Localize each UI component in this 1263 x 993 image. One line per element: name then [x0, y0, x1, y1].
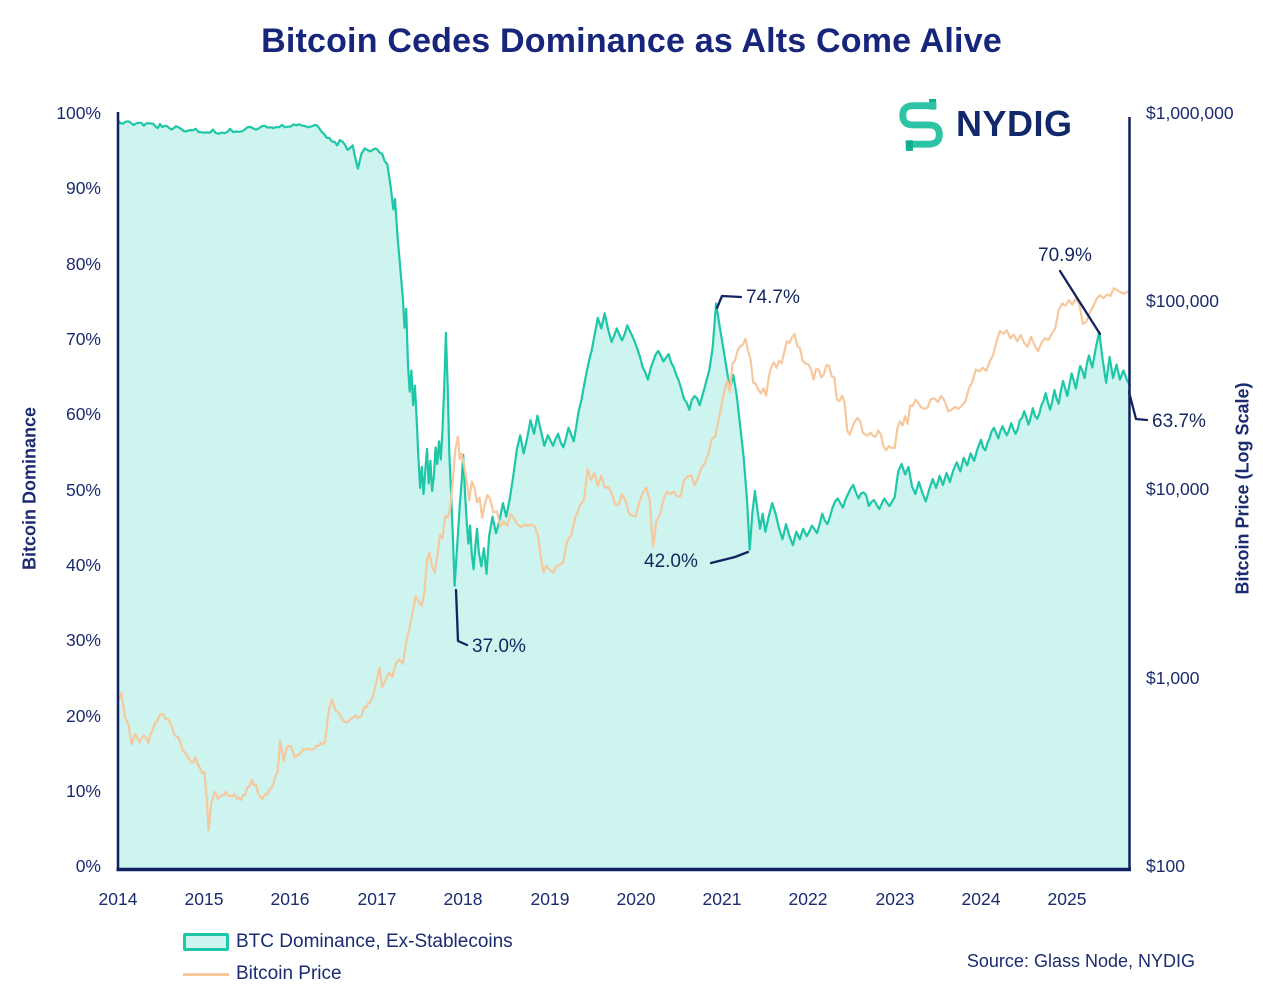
dominance-area-swatch-icon — [183, 933, 229, 951]
y-right-tick: $1,000 — [1146, 668, 1200, 688]
annotation-74-7: 74.7% — [746, 287, 800, 308]
annotation-37-0: 37.0% — [472, 636, 526, 657]
nydig-logo-mark — [899, 98, 943, 151]
legend-item-dominance: BTC Dominance, Ex-Stablecoins — [183, 926, 513, 958]
nydig-logo: NYDIG — [897, 95, 1073, 151]
x-tick: 2022 — [788, 889, 828, 909]
y-left-tick: 30% — [65, 630, 101, 650]
annotation-63-7: 63.7% — [1152, 411, 1206, 432]
annotation-70-9: 70.9% — [1038, 245, 1092, 266]
y-left-tick: 70% — [65, 329, 101, 349]
y-right-tick: $1,000,000 — [1146, 103, 1234, 123]
y-left-tick: 0% — [75, 856, 101, 876]
x-tick: 2025 — [1047, 889, 1087, 909]
y-right-tick: $100,000 — [1146, 291, 1219, 311]
x-tick: 2021 — [702, 889, 742, 909]
y-right-tick: $10,000 — [1146, 479, 1210, 499]
y-left-tick: 90% — [65, 178, 101, 198]
y-left-tick: 80% — [65, 254, 101, 274]
y-left-tick: 10% — [65, 781, 101, 801]
y-left-tick: 100% — [56, 103, 101, 123]
x-tick: 2024 — [961, 889, 1001, 909]
x-tick: 2016 — [270, 889, 310, 909]
x-tick: 2015 — [184, 889, 224, 909]
legend-item-price: Bitcoin Price — [183, 958, 513, 990]
x-tick: 2017 — [357, 889, 397, 909]
x-tick: 2019 — [530, 889, 570, 909]
legend-label: BTC Dominance, Ex-Stablecoins — [236, 931, 513, 952]
page-title: Bitcoin Cedes Dominance as Alts Come Ali… — [261, 22, 1002, 60]
x-tick: 2020 — [616, 889, 656, 909]
x-tick: 2023 — [875, 889, 915, 909]
y-left-tick: 40% — [65, 555, 101, 575]
x-tick: 2018 — [443, 889, 483, 909]
y-left-tick: 60% — [65, 404, 101, 424]
y-right-tick: $100 — [1146, 856, 1185, 876]
nydig-logo-text: NYDIG — [956, 103, 1073, 144]
chart-legend: BTC Dominance, Ex-Stablecoins Bitcoin Pr… — [183, 926, 513, 990]
y-left-tick: 50% — [65, 480, 101, 500]
legend-label: Bitcoin Price — [236, 963, 342, 984]
price-line-swatch-icon — [183, 972, 229, 976]
x-tick: 2014 — [98, 889, 138, 909]
source-text: Source: Glass Node, NYDIG — [966, 951, 1195, 971]
y-left-tick: 20% — [65, 706, 101, 726]
annotation-42-0: 42.0% — [644, 551, 698, 572]
